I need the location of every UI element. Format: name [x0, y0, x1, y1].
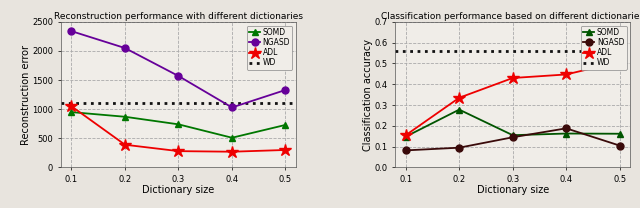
NGASD [121, 47, 129, 49]
ADL [175, 150, 182, 152]
ADL [121, 144, 129, 146]
X-axis label: Dictionary size: Dictionary size [477, 186, 549, 196]
SOMD [563, 132, 570, 135]
NGASD [456, 146, 463, 149]
ADL [402, 134, 410, 136]
NGASD [509, 136, 516, 139]
SOMD [228, 136, 236, 139]
ADL [563, 73, 570, 76]
NGASD [228, 106, 236, 109]
SOMD [616, 132, 623, 135]
ADL [456, 97, 463, 99]
SOMD [282, 124, 289, 126]
ADL [228, 150, 236, 153]
Y-axis label: Reconstruction error: Reconstruction error [20, 45, 31, 145]
Line: ADL: ADL [399, 56, 626, 141]
Title: Reconstruction performance with different dictionaries: Reconstruction performance with differen… [54, 12, 303, 21]
NGASD [563, 127, 570, 130]
Line: NGASD: NGASD [68, 28, 289, 111]
SOMD [68, 111, 76, 113]
Line: SOMD: SOMD [68, 109, 289, 141]
Legend: SOMD, NGASD, ADL, WD: SOMD, NGASD, ADL, WD [246, 26, 292, 70]
NGASD [402, 149, 410, 152]
NGASD [68, 30, 76, 32]
SOMD [402, 135, 410, 138]
SOMD [175, 123, 182, 126]
ADL [509, 77, 516, 79]
NGASD [282, 89, 289, 91]
X-axis label: Dictionary size: Dictionary size [142, 186, 214, 196]
SOMD [121, 115, 129, 118]
SOMD [456, 108, 463, 111]
ADL [68, 105, 76, 108]
Line: SOMD: SOMD [403, 106, 623, 140]
Y-axis label: Classification accuracy: Classification accuracy [363, 39, 372, 151]
NGASD [616, 144, 623, 147]
ADL [616, 61, 623, 63]
NGASD [175, 75, 182, 77]
Legend: SOMD, NGASD, ADL, WD: SOMD, NGASD, ADL, WD [580, 26, 627, 70]
SOMD [509, 134, 516, 136]
ADL [282, 149, 289, 151]
Line: NGASD: NGASD [403, 125, 623, 154]
Title: Classification performance based on different dictionaries: Classification performance based on diff… [381, 12, 640, 21]
Line: ADL: ADL [65, 100, 292, 158]
